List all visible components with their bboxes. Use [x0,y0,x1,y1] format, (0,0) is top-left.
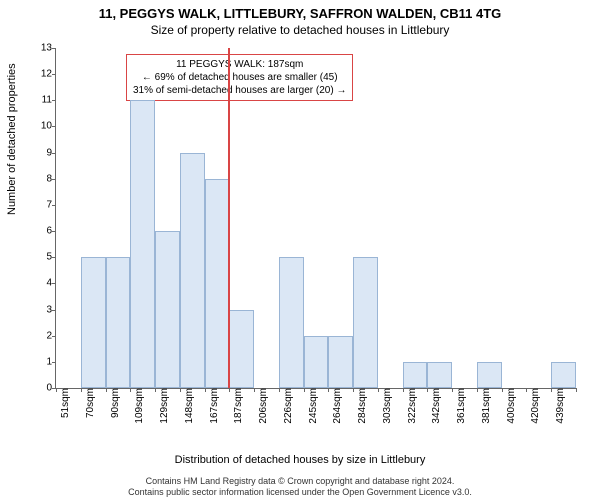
page-title: 11, PEGGYS WALK, LITTLEBURY, SAFFRON WAL… [0,0,600,21]
y-tick-mark [52,48,56,49]
info-line: 31% of semi-detached houses are larger (… [133,84,346,97]
y-tick-mark [52,126,56,127]
x-tick-mark [353,388,354,392]
x-tick-mark [56,388,57,392]
x-tick-label: 51sqm [58,388,71,418]
histogram-bar [229,310,254,388]
x-tick-mark [254,388,255,392]
y-tick-mark [52,336,56,337]
x-tick-label: 361sqm [454,388,467,424]
histogram-bar [81,257,106,388]
footer-attribution: Contains HM Land Registry data © Crown c… [0,476,600,498]
x-tick-mark [576,388,577,392]
x-tick-mark [205,388,206,392]
x-tick-mark [155,388,156,392]
histogram-bar [106,257,131,388]
x-tick-label: 303sqm [380,388,393,424]
x-tick-label: 187sqm [231,388,244,424]
x-tick-label: 226sqm [281,388,294,424]
x-tick-label: 206sqm [256,388,269,424]
x-tick-mark [279,388,280,392]
info-callout-box: 11 PEGGYS WALK: 187sqm ← 69% of detached… [126,54,353,101]
histogram-bar [155,231,180,388]
y-tick-mark [52,231,56,232]
reference-marker-line [228,48,230,388]
info-line: ← 69% of detached houses are smaller (45… [133,71,346,84]
x-tick-label: 90sqm [108,388,121,418]
y-axis-label: Number of detached properties [6,63,18,215]
x-tick-label: 439sqm [553,388,566,424]
histogram-bar [279,257,304,388]
footer-line: Contains HM Land Registry data © Crown c… [0,476,600,487]
x-tick-label: 342sqm [429,388,442,424]
y-tick-mark [52,100,56,101]
histogram-bar [130,100,155,388]
x-tick-label: 381sqm [479,388,492,424]
x-tick-label: 245sqm [306,388,319,424]
chart-plot-area: 11 PEGGYS WALK: 187sqm ← 69% of detached… [55,48,576,389]
y-tick-mark [52,153,56,154]
x-tick-label: 400sqm [504,388,517,424]
x-tick-label: 109sqm [132,388,145,424]
x-tick-label: 129sqm [157,388,170,424]
x-tick-mark [106,388,107,392]
histogram-bar [304,336,329,388]
footer-line: Contains public sector information licen… [0,487,600,498]
x-tick-mark [81,388,82,392]
x-tick-mark [304,388,305,392]
subtitle: Size of property relative to detached ho… [0,21,600,37]
x-tick-label: 420sqm [528,388,541,424]
histogram-bar [427,362,452,388]
chart-container: 11, PEGGYS WALK, LITTLEBURY, SAFFRON WAL… [0,0,600,500]
y-tick-mark [52,283,56,284]
x-tick-mark [502,388,503,392]
x-tick-label: 70sqm [83,388,96,418]
x-tick-mark [477,388,478,392]
histogram-bar [180,153,205,388]
histogram-bar [477,362,502,388]
x-tick-label: 167sqm [207,388,220,424]
x-tick-label: 148sqm [182,388,195,424]
histogram-bar [403,362,428,388]
y-tick-mark [52,310,56,311]
histogram-bar [328,336,353,388]
histogram-bar [551,362,576,388]
info-line: 11 PEGGYS WALK: 187sqm [133,58,346,71]
x-tick-mark [403,388,404,392]
y-tick-mark [52,74,56,75]
y-tick-mark [52,362,56,363]
y-tick-mark [52,257,56,258]
histogram-bar [205,179,230,388]
x-tick-mark [180,388,181,392]
y-tick-mark [52,179,56,180]
x-tick-mark [378,388,379,392]
x-tick-label: 322sqm [405,388,418,424]
x-tick-label: 264sqm [330,388,343,424]
x-axis-label: Distribution of detached houses by size … [0,454,600,466]
x-tick-label: 284sqm [355,388,368,424]
histogram-bar [353,257,378,388]
y-tick-mark [52,205,56,206]
